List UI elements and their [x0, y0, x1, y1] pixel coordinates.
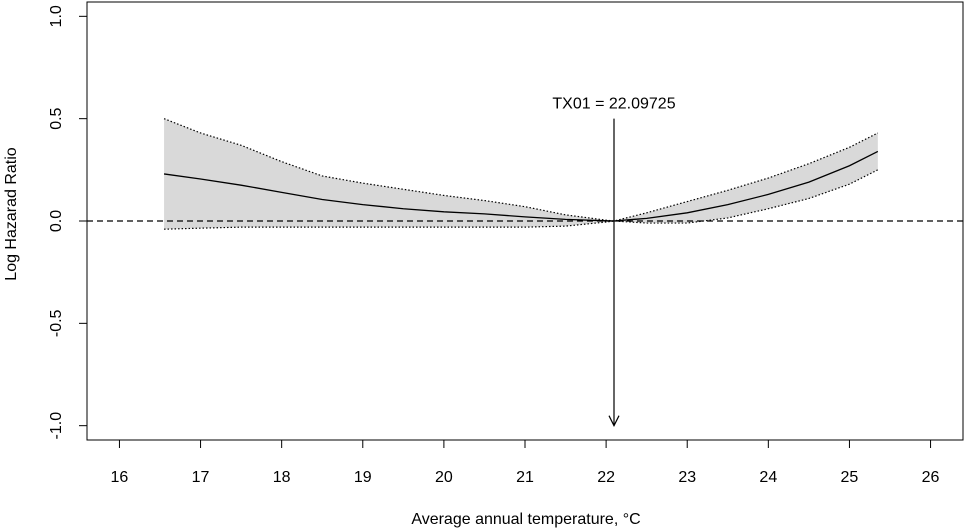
annotation-label: TX01 = 22.09725	[552, 96, 675, 113]
estimate-line	[163, 150, 879, 222]
x-tick-label: 18	[273, 469, 291, 486]
x-tick-label: 26	[922, 469, 940, 486]
x-tick-label: 17	[192, 469, 210, 486]
y-tick-label: -0.5	[48, 309, 65, 337]
y-tick-label: -1.0	[48, 412, 65, 440]
x-axis-label: Average annual temperature, °C	[411, 511, 640, 528]
x-axis: 16 17 18 19 20 21 22 23 24 25 26	[111, 440, 940, 486]
estimate-line-layer	[163, 150, 879, 222]
annotation-arrow-head	[608, 415, 620, 428]
x-tick-label: 20	[435, 469, 453, 486]
x-tick-label: 25	[841, 469, 859, 486]
x-tick-label: 19	[354, 469, 372, 486]
annotation-layer: TX01 = 22.09725	[552, 96, 676, 428]
x-tick-label: 16	[111, 469, 129, 486]
upper-bound-line	[163, 118, 879, 222]
y-tick-label: 0.0	[48, 210, 65, 232]
y-axis-label: Log Hazarad Ratio	[3, 147, 20, 281]
x-tick-label: 23	[678, 469, 696, 486]
y-axis: -1.0 -0.5 0.0 0.5 1.0	[48, 5, 87, 439]
x-tick-label: 24	[759, 469, 777, 486]
x-tick-label: 21	[516, 469, 534, 486]
y-tick-label: 1.0	[48, 5, 65, 27]
x-tick-label: 22	[597, 469, 615, 486]
y-tick-label: 0.5	[48, 107, 65, 129]
lower-bound-line	[164, 169, 879, 230]
